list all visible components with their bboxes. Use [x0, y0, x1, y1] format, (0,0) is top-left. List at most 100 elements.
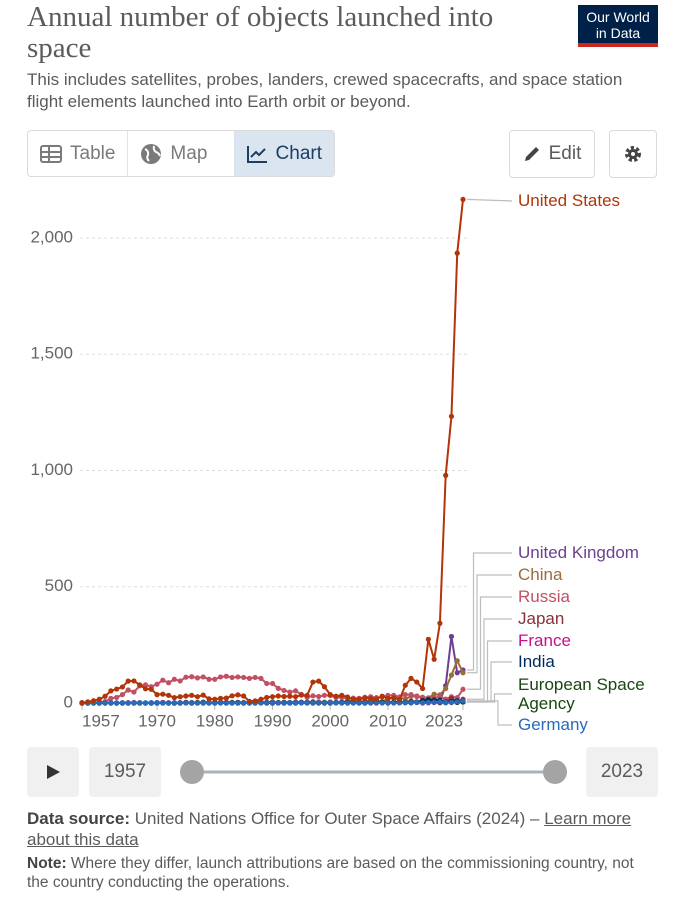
data-point [223, 673, 229, 679]
data-point [252, 674, 258, 681]
data-point [119, 692, 126, 698]
data-point [194, 675, 201, 681]
data-point [339, 692, 345, 698]
data-point [408, 700, 414, 706]
tab[interactable]: Map [127, 131, 219, 176]
data-point [281, 700, 287, 706]
data-point [350, 696, 356, 702]
data-point [310, 679, 316, 685]
data-point [448, 699, 455, 705]
data-point [189, 700, 195, 706]
end-year: 2023 [586, 747, 658, 797]
slider-handle[interactable] [543, 760, 567, 784]
tab-bar: Table Map Chart [27, 130, 335, 177]
logo-text: in Data [595, 25, 641, 41]
data-point [206, 700, 212, 706]
data-point [160, 677, 166, 683]
data-point [165, 692, 172, 698]
data-point [96, 696, 102, 702]
data-point [443, 685, 449, 692]
chart-subtitle: This includes satellites, probes, lander… [27, 70, 623, 111]
x-tick-label: 2010 [369, 711, 407, 730]
data-point [310, 700, 316, 706]
x-tick-label: 2023 [425, 711, 463, 730]
data-point [298, 692, 304, 698]
data-point [287, 700, 293, 706]
logo[interactable]: Our World in Data [578, 5, 658, 47]
data-point [368, 695, 374, 702]
data-point [431, 656, 437, 662]
data-point [321, 684, 328, 690]
data-point [460, 686, 466, 692]
tab-active[interactable]: Chart [233, 131, 334, 176]
data-point [183, 674, 189, 680]
play-button[interactable] [27, 747, 79, 797]
data-point [258, 675, 264, 681]
data-point [281, 693, 287, 700]
tab[interactable]: Table [28, 131, 127, 176]
data-point [108, 700, 114, 706]
learn-more-link[interactable]: Learn more about this data [27, 809, 632, 849]
data-point [165, 680, 172, 686]
data-point [223, 700, 229, 706]
data-point [194, 700, 201, 706]
tab-label: Chart [275, 142, 322, 164]
data-point [269, 694, 276, 700]
data-point [425, 636, 431, 642]
data-point [241, 700, 247, 706]
data-point [269, 680, 276, 687]
x-tick-label: 1990 [254, 711, 292, 730]
data-point [235, 674, 241, 680]
data-point [437, 699, 443, 705]
legend-connector [467, 618, 512, 700]
data-point [327, 692, 333, 698]
data-point [177, 678, 183, 684]
edit-button[interactable]: Edit [509, 130, 595, 178]
data-point [177, 700, 183, 706]
pencil-icon [524, 147, 539, 161]
data-point [448, 672, 455, 678]
data-point [114, 694, 120, 701]
data-point [408, 692, 414, 698]
legend-label[interactable]: Germany [518, 715, 588, 734]
note: Note: Where they differ, launch attribut… [27, 854, 657, 892]
data-point [125, 700, 131, 706]
data-point [160, 691, 166, 697]
data-point [321, 700, 328, 706]
source-label: Data source: [27, 809, 130, 828]
slider-handle[interactable] [180, 760, 204, 784]
data-point [125, 687, 131, 693]
data-point [246, 675, 253, 681]
legend-label[interactable]: European Space Agency [518, 675, 645, 713]
data-point [212, 700, 218, 706]
legend-connector [467, 596, 512, 690]
data-point [443, 472, 449, 478]
data-point [154, 681, 160, 687]
legend-label[interactable]: India [518, 652, 555, 671]
data-point [252, 698, 258, 704]
y-tick-label: 500 [45, 576, 73, 595]
legend-label[interactable]: France [518, 631, 571, 650]
legend-label[interactable]: United States [518, 191, 621, 210]
data-point [212, 696, 218, 702]
map-icon [141, 143, 162, 164]
data-point [281, 687, 287, 694]
data-point [142, 682, 149, 688]
data-point [241, 693, 247, 699]
settings-button[interactable] [609, 130, 657, 178]
data-point [194, 694, 201, 700]
legend-label[interactable]: Russia [518, 587, 570, 606]
data-point [454, 670, 460, 676]
note-label: Note: [27, 855, 67, 872]
legend-label[interactable]: China [518, 565, 563, 584]
data-point [102, 700, 108, 706]
legend-label[interactable]: Japan [518, 609, 565, 628]
legend-label[interactable]: United Kingdom [518, 543, 639, 562]
data-point [212, 676, 218, 682]
data-point [264, 694, 270, 701]
data-point [339, 700, 345, 706]
y-tick-label: 2,000 [30, 227, 73, 246]
data-point [460, 196, 466, 203]
data-point [165, 700, 172, 706]
